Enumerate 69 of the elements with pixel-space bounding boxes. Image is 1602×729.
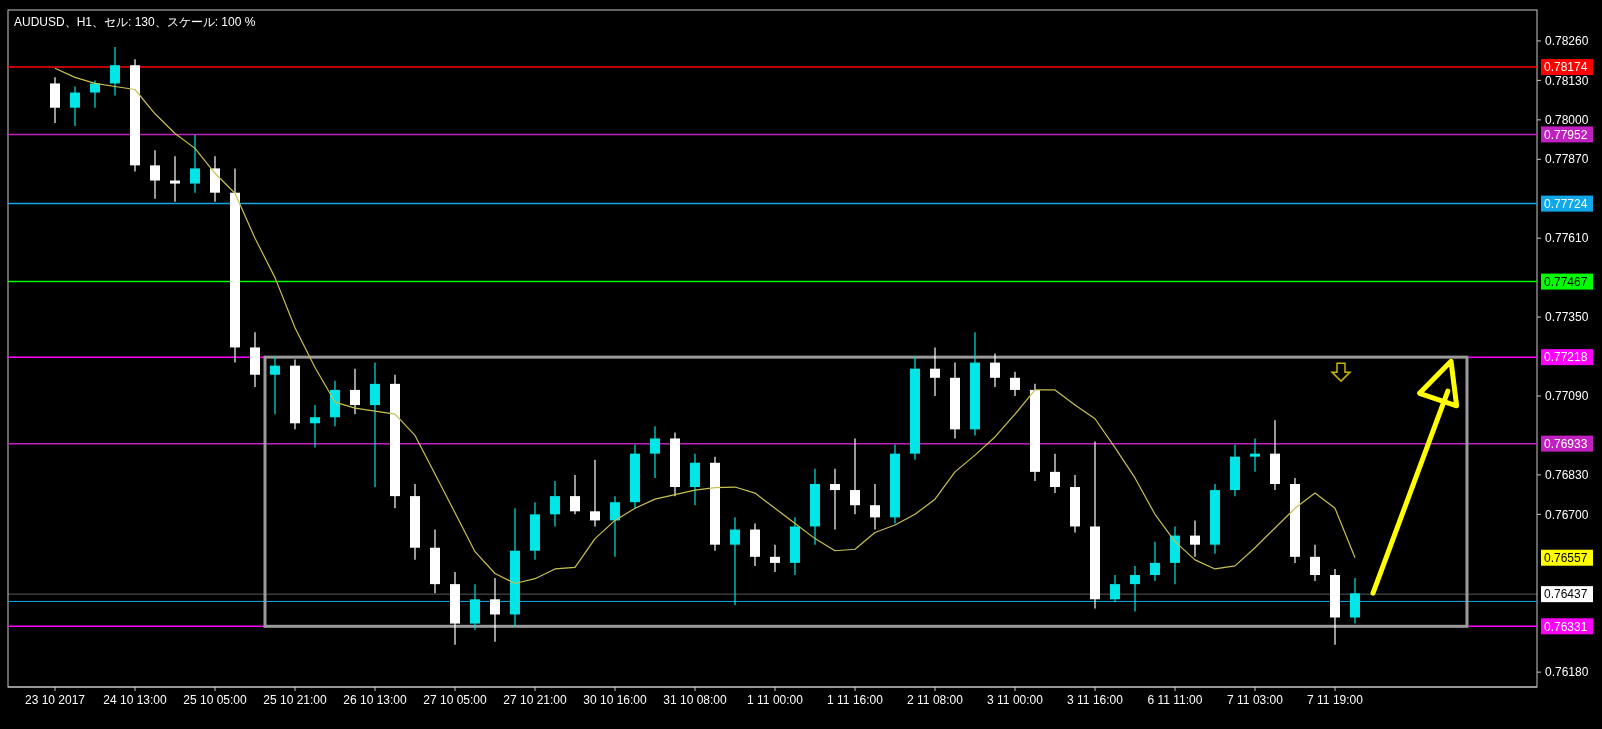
candlestick [770, 544, 780, 573]
candlestick [570, 474, 580, 515]
y-tick-label: 0.78260 [1545, 34, 1589, 49]
candlestick [850, 437, 860, 515]
candlestick [270, 355, 280, 415]
y-tick-label: 0.78130 [1545, 73, 1589, 88]
y-tick-label: 0.76700 [1545, 507, 1589, 522]
x-tick-label: 30 10 16:00 [583, 693, 648, 707]
ref-line-label: 0.78174 [1544, 60, 1588, 75]
y-tick-label: 0.76830 [1545, 468, 1589, 483]
y-tick-label: 0.78000 [1545, 113, 1589, 128]
candlestick [1010, 371, 1020, 397]
y-tick-label: 0.77090 [1545, 389, 1589, 404]
candlestick [550, 480, 560, 528]
ref-line-label: 0.76933 [1544, 436, 1588, 451]
chart-title: AUDUSD、H1、セル: 130、スケール: 100 % [14, 15, 256, 29]
ref-line-label: 0.76331 [1544, 619, 1588, 634]
x-tick-label: 23 10 2017 [24, 693, 86, 707]
candlestick [90, 79, 100, 109]
ref-line-label: 0.77952 [1544, 127, 1588, 142]
y-tick-label: 0.77350 [1545, 310, 1589, 325]
candlestick [990, 352, 1000, 388]
x-tick-label: 27 10 05:00 [423, 693, 488, 707]
x-tick-label: 7 11 03:00 [1227, 693, 1284, 707]
candlestick [1150, 541, 1160, 582]
x-tick-label: 3 11 16:00 [1067, 693, 1124, 707]
candlestick [830, 468, 840, 531]
candlestick [1110, 574, 1120, 603]
x-tick-label: 26 10 13:00 [343, 693, 408, 707]
x-tick-label: 27 10 21:00 [503, 693, 568, 707]
text: 0.76557 [1544, 550, 1588, 565]
x-tick-label: 3 11 00:00 [987, 693, 1044, 707]
candlestick [170, 155, 180, 203]
candlestick [730, 516, 740, 606]
candlestick [1130, 565, 1140, 613]
x-tick-label: 7 11 19:00 [1307, 693, 1364, 707]
candlestick [1250, 437, 1260, 473]
candlestick [590, 459, 600, 528]
candlestick [1050, 453, 1060, 494]
candlestick [70, 85, 80, 127]
candlestick [610, 495, 620, 558]
candlestick [1190, 519, 1200, 558]
x-tick-label: 25 10 21:00 [263, 693, 328, 707]
y-tick-label: 0.77870 [1545, 152, 1589, 167]
candlestick [350, 368, 360, 415]
x-tick-label: 1 11 00:00 [747, 693, 804, 707]
x-tick-label: 1 11 16:00 [827, 693, 884, 707]
candlestick [870, 483, 880, 531]
x-tick-label: 24 10 13:00 [103, 693, 168, 707]
candlestick [490, 577, 500, 643]
x-tick-label: 2 11 08:00 [907, 693, 964, 707]
line-series [54, 67, 1356, 585]
x-tick-label: 31 10 08:00 [663, 693, 728, 707]
candlestick [110, 46, 120, 97]
x-tick-label: 25 10 05:00 [183, 693, 248, 707]
candlestick [190, 134, 200, 194]
candlestick [150, 149, 160, 200]
ref-line-label: 0.77724 [1544, 196, 1588, 211]
candlestick [310, 404, 320, 449]
y-tick-label: 0.76180 [1545, 665, 1589, 680]
ref-line-label: 0.77218 [1544, 350, 1588, 365]
candlestick [930, 346, 940, 397]
x-tick-label: 6 11 11:00 [1147, 693, 1203, 707]
candlestick [1310, 544, 1320, 582]
candlestick [370, 362, 380, 488]
candlestick [650, 425, 660, 479]
y-tick-label: 0.77610 [1545, 231, 1589, 246]
ref-line-label: 0.76437 [1544, 587, 1588, 602]
ref-line-label: 0.77467 [1544, 274, 1588, 289]
